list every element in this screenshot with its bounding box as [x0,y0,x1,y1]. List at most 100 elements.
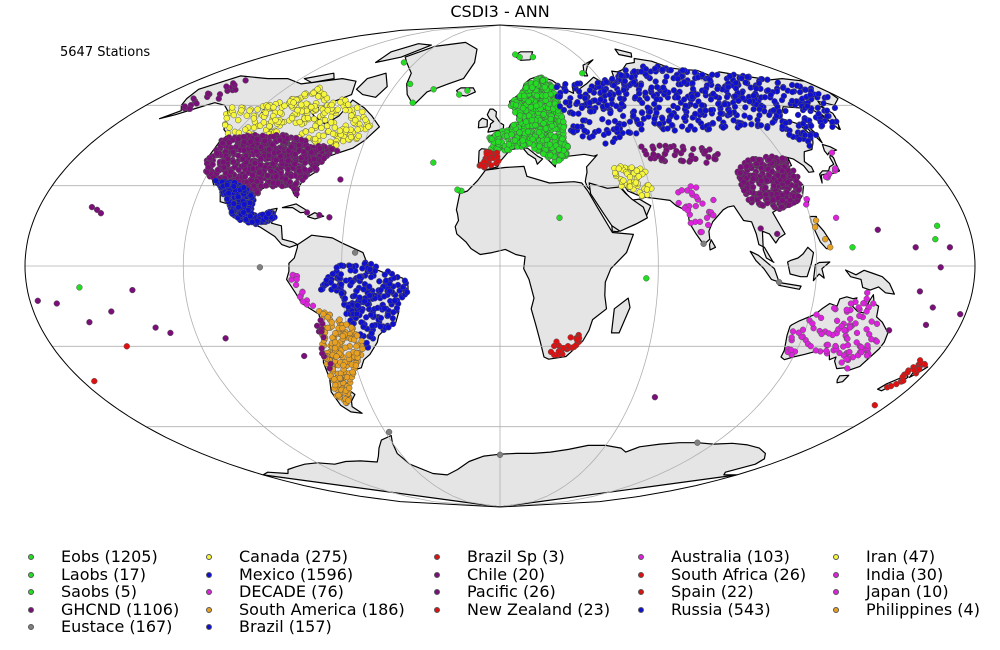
south-america-stations-station [339,332,346,340]
brazil-stations-station [391,297,398,304]
land-severnaya [614,48,633,58]
europe-stations-station [511,137,519,144]
south-america-stations-station [345,351,352,358]
russia-stations-station [779,84,787,91]
station-marker [91,377,98,385]
europe-stations-station [522,118,530,125]
usa-stations-station [257,161,264,169]
europe-stations-station [551,133,558,141]
russia-stations-station [741,112,748,119]
land-greenland [404,41,478,106]
russia-stations-station [668,121,676,129]
legend-marker [206,554,212,560]
usa-stations-station [235,166,242,174]
south-america-stations-station [359,345,366,353]
mexico-stations-station [223,181,231,189]
india-stations-station [692,202,699,210]
station-marker [222,335,229,342]
china-stations-station [764,199,771,207]
station-marker [803,195,810,203]
china-stations-station [749,183,757,191]
station-marker [409,99,416,106]
russia-stations-station [570,110,577,117]
brazil-stations-station [367,311,375,319]
south-america-stations-station [328,319,335,326]
usa-stations-station [293,134,300,142]
europe-stations-station [540,150,547,157]
legend-label: India (30) [866,564,944,584]
australia-stations-station [841,327,848,334]
russia-stations-station [642,89,649,96]
russia-stations-station [721,101,728,108]
peru-stations-station [299,298,307,305]
central-asia-stations-station [688,152,695,159]
europe-stations-station [527,104,535,111]
canada-stations-station [235,116,242,124]
russia-stations-station [681,79,688,86]
china-stations-station [748,195,756,203]
legend-marker [28,571,34,578]
china-stations-station [795,186,802,194]
europe-stations-station [542,125,550,132]
land-tasmania [836,374,850,384]
brazil-stations-station [366,292,373,299]
south-africa-stations-station [567,334,574,341]
australia-stations-station [844,341,852,349]
south-america-stations-station [353,350,360,357]
canada-stations-station [266,123,273,130]
russia-stations-station [709,71,716,78]
russia-stations-station [717,110,724,117]
south-america-stations-station [331,339,339,346]
legend-marker [833,571,839,578]
usa-stations-station [285,157,292,164]
europe-stations-station [547,152,554,159]
legend-marker [638,571,644,578]
legend-label: Iran (47) [866,547,936,566]
canada-stations-station [298,101,305,108]
usa-stations-station [219,139,226,147]
russia-stations-station [824,93,831,101]
usa-stations-station [261,138,268,145]
india-stations-station [703,214,711,221]
legend-label: Brazil (157) [239,617,332,637]
station-count-label: 5647 Stations [60,45,151,60]
russia-stations-station [638,109,646,117]
australia-stations-station [863,352,871,359]
russia-stations-station [562,87,569,95]
europe-stations-station [494,130,501,138]
australia-stations-station [844,335,851,342]
brazil-stations-station [356,294,363,301]
canada-stations-station [329,130,337,137]
usa-stations-station [257,143,265,151]
brazil-stations-station [347,267,354,274]
station-marker [301,352,308,360]
legend-marker [638,554,644,560]
usa-stations-station [206,154,213,162]
russia-stations-station [697,107,704,114]
south-america-stations-station [336,374,343,382]
brazil-stations-station [376,278,383,285]
legend-label: South America (186) [239,599,405,619]
russia-stations-station [732,93,739,100]
station-marker [86,319,93,326]
chile-stations-station [318,345,325,352]
russia-stations-station [691,69,699,76]
canada-stations-station [290,99,297,106]
land-sulawesi [812,261,831,282]
mexico-stations-station [240,209,247,216]
mexico-stations-station [230,183,237,190]
brazil-stations-station [353,310,361,318]
russia-stations-station [619,112,627,120]
central-asia-stations-station [656,142,663,149]
alaska-stations-station [186,105,194,112]
russia-stations-station [714,85,721,93]
russia-stations-station [796,136,803,143]
europe-stations-station [548,122,556,130]
canada-stations-station [272,116,279,124]
brazil-stations-station [369,322,376,329]
spain-stations-station [480,163,488,170]
alaska-stations-station [204,90,212,97]
india-stations-station [696,218,704,225]
russia-stations-station [681,114,688,122]
russia-stations-station [626,118,634,125]
